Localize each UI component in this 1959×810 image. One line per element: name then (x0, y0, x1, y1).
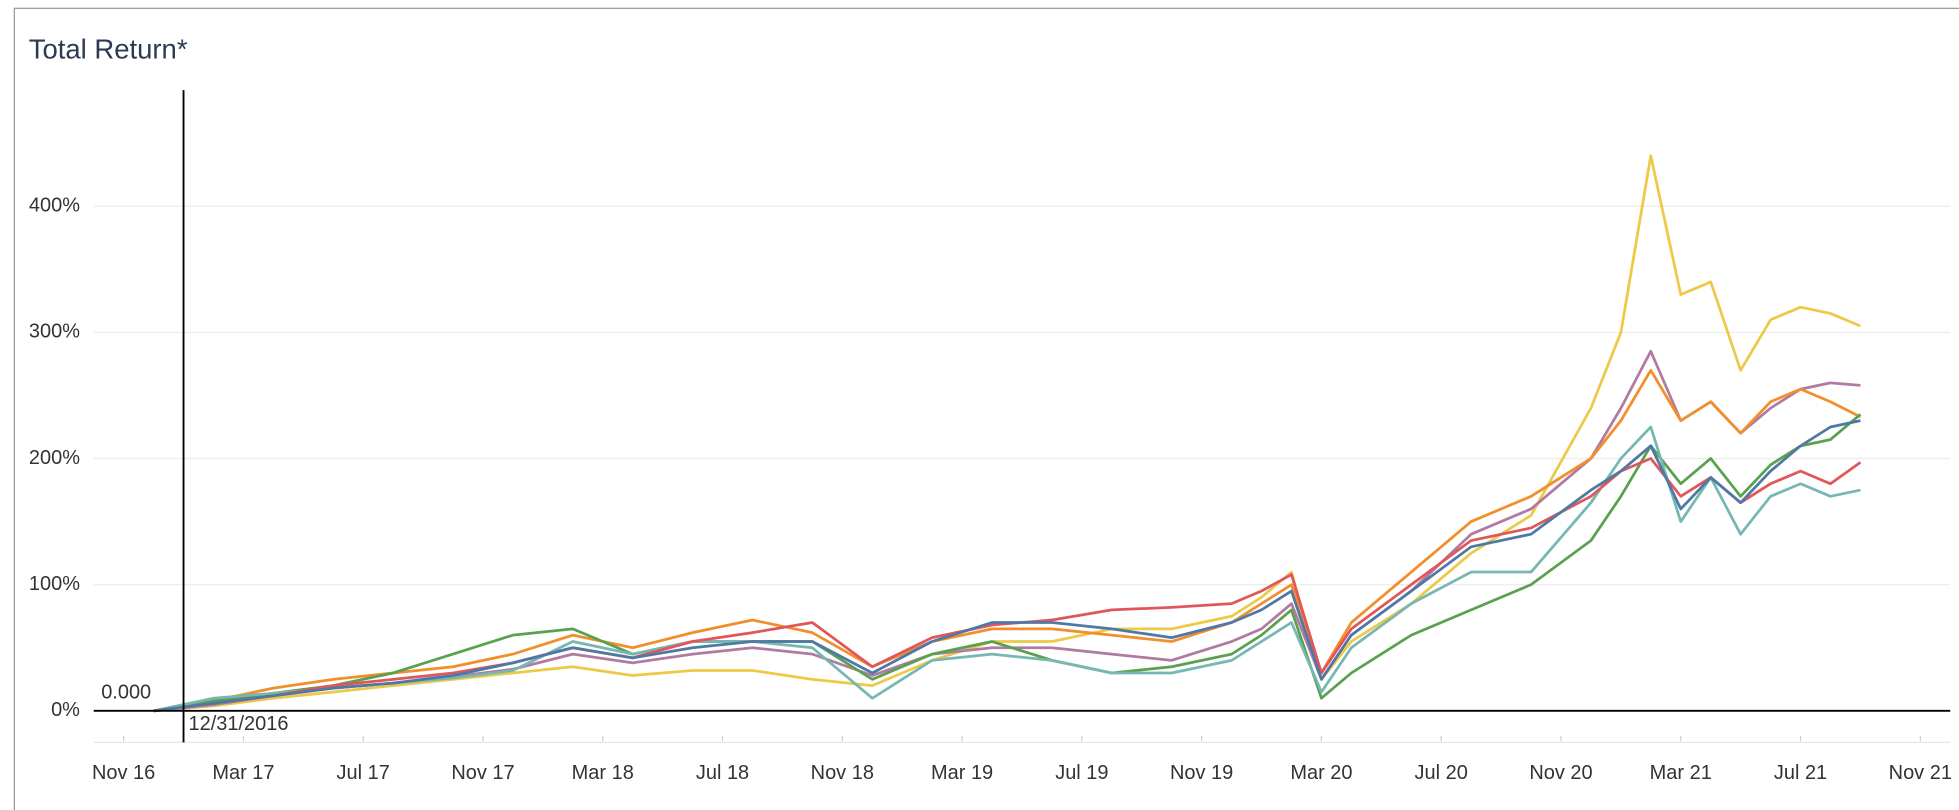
x-tick-label: Nov 19 (1170, 762, 1233, 784)
x-tick-label: Jul 17 (337, 762, 390, 784)
x-tick-label: Jul 18 (696, 762, 749, 784)
x-tick-label: Nov 21 (1889, 762, 1952, 784)
x-tick-label: Mar 20 (1290, 762, 1352, 784)
x-tick-label: Mar 17 (212, 762, 274, 784)
y-tick-label: 300% (29, 321, 80, 343)
reference-label-x: 12/31/2016 (189, 713, 289, 735)
y-tick-label: 100% (29, 573, 80, 595)
series-line (153, 425, 1861, 713)
y-tick-label: 0% (51, 699, 80, 721)
reference-label-y: 0.000 (101, 682, 151, 704)
series-line (153, 419, 1861, 713)
x-tick-label: Jul 19 (1055, 762, 1108, 784)
reference-lines: 0.000 12/31/2016 (93, 90, 1951, 743)
y-tick-label: 400% (29, 194, 80, 216)
series-line (153, 154, 1861, 713)
y-tick-label: 200% (29, 447, 80, 469)
series-line (153, 413, 1862, 713)
series-line (153, 368, 1862, 713)
x-tick-label: Nov 18 (811, 762, 874, 784)
grid: 0% 100% 200% 300% 400% Nov 16 Mar 17 Jul 17 Nov … (29, 194, 1952, 783)
x-tick-label: Mar 18 (572, 762, 634, 784)
lines (153, 154, 1862, 713)
panel-frame (13, 7, 1959, 810)
x-tick-label: Nov 20 (1529, 762, 1592, 784)
x-tick-label: Jul 21 (1774, 762, 1827, 784)
chart-title: Total Return* (29, 34, 188, 65)
x-tick-label: Nov 16 (92, 762, 155, 784)
x-tick-label: Jul 20 (1415, 762, 1468, 784)
x-tick-label: Mar 21 (1650, 762, 1712, 784)
x-tick-label: Nov 17 (451, 762, 514, 784)
x-tick-label: Mar 19 (931, 762, 993, 784)
